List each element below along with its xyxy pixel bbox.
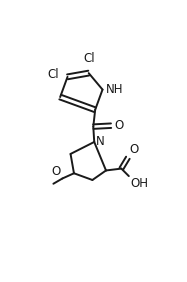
Text: O: O	[114, 119, 124, 132]
Text: N: N	[96, 135, 105, 147]
Text: NH: NH	[106, 83, 124, 96]
Text: Cl: Cl	[47, 69, 59, 81]
Text: O: O	[51, 165, 60, 178]
Text: OH: OH	[130, 177, 148, 190]
Text: O: O	[130, 143, 139, 156]
Text: Cl: Cl	[84, 52, 95, 65]
